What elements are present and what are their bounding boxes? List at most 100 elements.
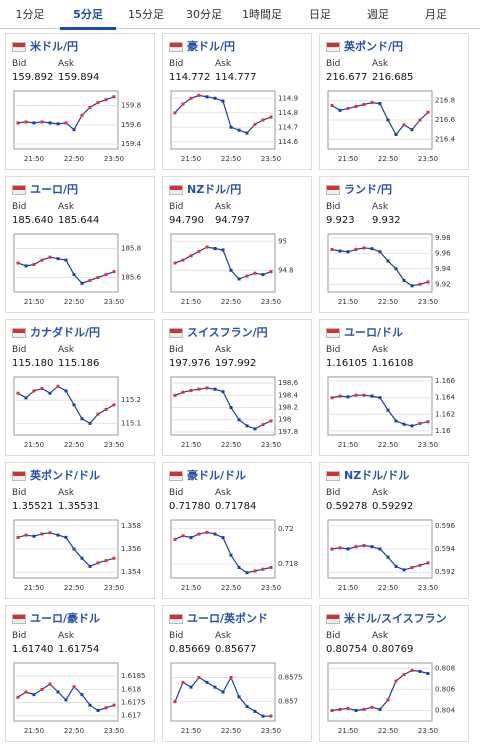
price-point (72, 128, 76, 132)
price-point (112, 270, 116, 274)
price-point (410, 284, 414, 288)
y-tick-label: 198.6 (278, 379, 299, 387)
tab[interactable]: 週足 (367, 8, 389, 21)
price-point (338, 546, 342, 550)
pair-title[interactable]: 米ドル/円 (30, 40, 79, 53)
y-tick-label: 0.857 (278, 698, 298, 706)
price-point (96, 561, 100, 565)
y-tick-label: 0.808 (435, 664, 455, 672)
flag-icon (169, 185, 183, 195)
price-point (205, 386, 209, 390)
price-point (245, 131, 249, 135)
plot-frame (170, 90, 276, 150)
x-tick-label: 22:50 (221, 441, 241, 449)
tab[interactable]: 30分足 (186, 8, 222, 21)
x-tick-label: 21:50 (24, 441, 44, 449)
bid-value: 115.180 (12, 358, 54, 369)
price-point (394, 133, 398, 136)
mini-chart: 1.617 1.6175 1.618 1.6185 21:50 22:50 23:50 (13, 662, 146, 735)
price-point (261, 273, 265, 277)
pair-title[interactable]: 豪ドル/円 (187, 40, 236, 53)
flag-icon (12, 185, 26, 195)
pair-title[interactable]: ユーロ/ドル (344, 326, 404, 339)
price-point (418, 282, 422, 286)
price-point (40, 532, 44, 536)
flag-icon (169, 328, 183, 338)
ask-value: 114.777 (215, 72, 257, 83)
y-tick-label: 185.8 (121, 245, 141, 253)
pair-title[interactable]: ランド/円 (344, 183, 393, 196)
y-tick-label: 1.618 (121, 685, 141, 693)
price-point (88, 421, 92, 425)
currency-panel: NZドル/ドル Bid Ask 0.59278 0.59292 0.592 0.594 0.5… (319, 462, 469, 599)
x-tick-label: 23:50 (104, 298, 124, 306)
price-point (80, 556, 84, 560)
price-point (229, 553, 233, 557)
ask-label: Ask (215, 59, 232, 69)
price-point (72, 685, 76, 689)
tab[interactable]: 5分足 (60, 6, 116, 30)
plot-frame (170, 662, 276, 722)
x-tick-label: 23:50 (261, 727, 281, 735)
ask-label: Ask (58, 59, 75, 69)
tab[interactable]: 1分足 (15, 8, 45, 21)
y-tick-label: 1.162 (435, 410, 455, 418)
tab[interactable]: 月足 (425, 8, 447, 21)
bid-value: 94.790 (169, 215, 204, 226)
y-tick-label: 198.4 (278, 391, 299, 399)
price-point (253, 122, 257, 126)
currency-panel: ユーロ/豪ドル Bid Ask 1.61740 1.61754 1.617 1.6175 1.… (5, 605, 155, 742)
pair-title[interactable]: 英ポンド/円 (344, 40, 404, 53)
pair-title[interactable]: ユーロ/英ポンド (187, 612, 269, 625)
price-point (96, 276, 100, 279)
currency-panel: ユーロ/円 Bid Ask 185.640 185.644 185.6 185.8 21:50… (5, 176, 155, 313)
price-point (56, 257, 60, 261)
pair-title[interactable]: 米ドル/スイスフラン (344, 612, 447, 625)
flag-icon (326, 614, 340, 624)
pair-title[interactable]: ユーロ/豪ドル (30, 612, 101, 625)
y-tick-label: 1.6185 (121, 672, 146, 680)
price-point (16, 695, 20, 699)
bid-label: Bid (326, 59, 341, 69)
y-tick-label: 114.7 (278, 123, 298, 131)
x-tick-label: 23:50 (418, 298, 438, 306)
tab[interactable]: 日足 (309, 8, 331, 21)
pair-title[interactable]: 豪ドル/ドル (187, 469, 247, 482)
price-point (40, 258, 44, 262)
y-tick-label: 9.96 (435, 249, 451, 257)
y-tick-label: 216.8 (435, 97, 455, 105)
pair-title[interactable]: カナダドル/円 (30, 326, 101, 339)
price-point (64, 258, 68, 262)
bid-label: Bid (169, 488, 184, 498)
pair-title[interactable]: NZドル/円 (187, 183, 242, 196)
pair-title[interactable]: NZドル/ドル (344, 469, 410, 482)
flag-icon (12, 42, 26, 52)
tab[interactable]: 15分足 (128, 8, 164, 21)
price-point (402, 568, 406, 572)
pair-title[interactable]: スイスフラン/円 (187, 326, 268, 339)
price-point (269, 115, 273, 119)
ask-label: Ask (372, 59, 389, 69)
pair-title[interactable]: ユーロ/円 (30, 183, 79, 196)
ask-label: Ask (58, 488, 75, 498)
price-line (174, 676, 271, 717)
tab[interactable]: 1時間足 (242, 8, 282, 21)
pair-title[interactable]: 英ポンド/ドル (30, 469, 101, 482)
price-point (418, 421, 422, 425)
price-point (370, 394, 374, 398)
price-point (237, 695, 241, 699)
price-point (386, 118, 390, 122)
price-point (370, 247, 374, 251)
price-point (221, 99, 225, 103)
x-tick-label: 21:50 (338, 727, 358, 735)
y-tick-label: 198.2 (278, 404, 298, 412)
price-point (253, 709, 257, 713)
x-tick-label: 23:50 (418, 727, 438, 735)
x-tick-label: 21:50 (181, 584, 201, 592)
price-point (346, 706, 350, 710)
y-tick-label: 114.9 (278, 94, 298, 102)
mini-chart: 1.16 1.162 1.164 1.166 21:50 22:50 23:50 (327, 376, 456, 449)
price-point (56, 122, 60, 126)
price-point (104, 706, 108, 710)
x-tick-label: 22:50 (64, 155, 84, 163)
